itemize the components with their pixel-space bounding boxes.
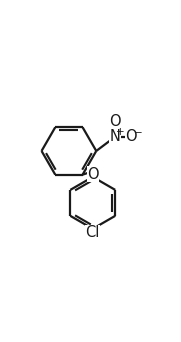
Text: O: O — [126, 129, 137, 144]
Text: −: − — [134, 128, 142, 138]
Text: +: + — [116, 127, 125, 136]
Text: O: O — [109, 114, 121, 129]
Text: N: N — [110, 129, 120, 144]
Text: Cl: Cl — [86, 225, 100, 240]
Text: O: O — [87, 167, 99, 182]
